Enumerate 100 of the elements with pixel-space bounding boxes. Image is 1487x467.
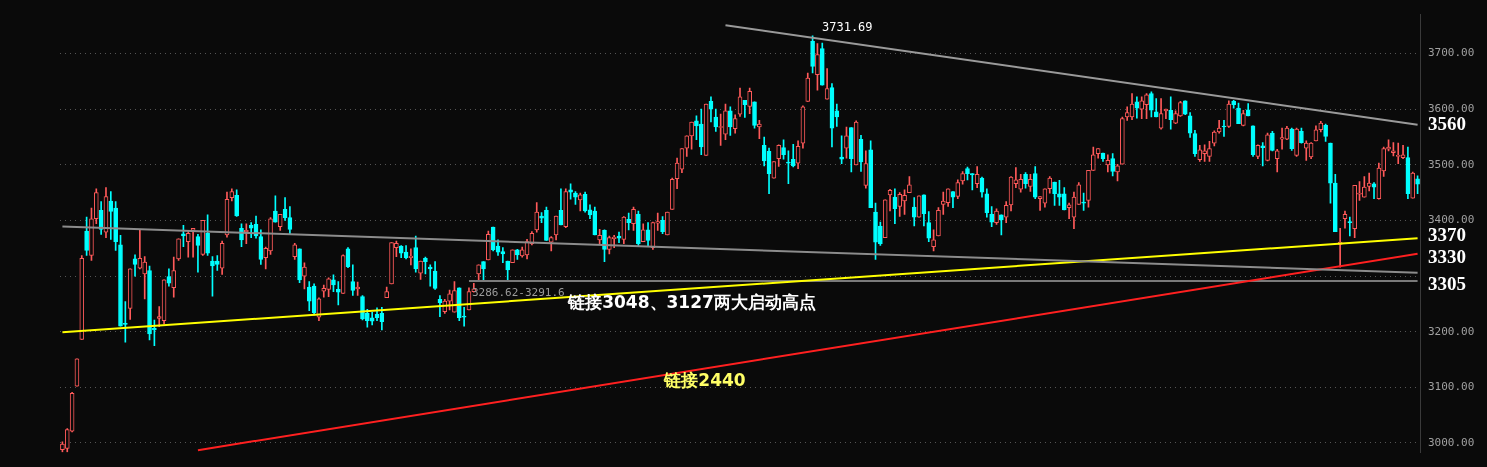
candlestick (152, 319, 157, 346)
candlestick (510, 249, 515, 264)
candlestick (1207, 141, 1212, 162)
candlestick (1211, 130, 1217, 147)
candlestick (1391, 142, 1396, 157)
candlestick (1057, 180, 1062, 206)
candlestick (878, 221, 883, 246)
candlestick (969, 173, 975, 191)
candlestick (727, 106, 733, 136)
candlestick (936, 207, 941, 237)
candlestick (84, 216, 89, 256)
candlestick (752, 101, 757, 129)
y-tick-label: 3500.00 (1428, 157, 1475, 171)
candlestick (655, 212, 661, 231)
candlestick (1236, 102, 1241, 124)
candlestick (515, 249, 520, 260)
candlestick (1328, 142, 1333, 204)
candlestick (486, 230, 491, 261)
candlestick (902, 189, 907, 215)
candlestick (331, 274, 336, 292)
candlestick (1270, 131, 1275, 152)
y-tick-label: 3100.00 (1428, 380, 1475, 394)
candlestick (1415, 175, 1420, 195)
candlestick (636, 210, 641, 247)
candlestick (786, 150, 791, 185)
candlestick (544, 206, 549, 241)
annotation: 链接2440 (663, 370, 746, 391)
candlestick (1221, 119, 1227, 137)
candlestick (989, 206, 994, 227)
candlestick (360, 295, 365, 321)
candlestick (447, 289, 452, 311)
candlestick (1303, 140, 1309, 161)
candlestick (384, 286, 390, 299)
candlestick (89, 207, 94, 261)
candlestick (1362, 176, 1367, 198)
candlestick (1323, 123, 1328, 142)
candlestick (1260, 142, 1266, 167)
candlestick (1090, 146, 1096, 171)
candlestick (868, 140, 874, 208)
candlestick (1231, 99, 1236, 109)
candlestick (176, 238, 181, 261)
candlestick (631, 206, 636, 231)
candlestick (1110, 153, 1115, 177)
candlestick (1173, 110, 1178, 124)
candlestick (1115, 163, 1120, 182)
candlestick (1086, 170, 1091, 208)
candlestick (1241, 109, 1246, 127)
candlestick (960, 171, 965, 185)
annotation: 3286.62-3291.6 (472, 285, 565, 299)
candlestick (326, 277, 331, 297)
candlestick (723, 103, 728, 141)
candlestick (1178, 101, 1183, 117)
candlestick (931, 229, 936, 252)
candlestick (689, 121, 694, 150)
candlestick (1357, 181, 1362, 201)
candlestick (302, 262, 307, 290)
candlestick (839, 135, 844, 165)
text: 3305 (1428, 272, 1466, 294)
candlestick (214, 255, 220, 271)
candlestick (147, 265, 152, 341)
candlestick (273, 195, 278, 223)
candlestick (1366, 172, 1372, 192)
candlestick (205, 214, 210, 256)
candlestick (844, 126, 849, 159)
text: 3330 (1428, 245, 1466, 267)
candlestick (940, 191, 946, 215)
candlestick (597, 229, 602, 245)
candlestick (113, 201, 118, 251)
candlestick (500, 247, 506, 264)
candlestick (505, 260, 511, 281)
candlestick (297, 248, 302, 284)
candlestick (394, 240, 399, 257)
candlestick (1149, 91, 1154, 118)
candlestick (848, 127, 854, 173)
candlestick (268, 217, 273, 255)
candlestick (602, 229, 607, 262)
candlestick (994, 208, 999, 225)
candlestick (1144, 93, 1149, 119)
candlestick (1028, 173, 1033, 192)
candlestick (1081, 192, 1086, 211)
candlestick (335, 281, 341, 306)
candlestick (1386, 139, 1391, 152)
candlestick (118, 235, 123, 327)
candlestick (907, 176, 912, 193)
candlestick (781, 139, 786, 160)
candlestick (626, 212, 632, 231)
candlestick (418, 260, 423, 280)
candlestick (873, 202, 878, 260)
candlestick (660, 216, 665, 235)
annotation: 链接3048、3127两大启动高点 (567, 292, 816, 313)
candlestick (423, 256, 428, 275)
candlestick (815, 43, 820, 91)
candlestick (539, 212, 544, 223)
candlestick (1052, 181, 1057, 206)
candlestick (810, 35, 815, 74)
candlestick (1352, 185, 1357, 238)
candlestick (1279, 127, 1285, 150)
candlestick (1023, 172, 1028, 189)
annotation: 3731.69 (822, 20, 873, 35)
candlestick (481, 261, 486, 281)
